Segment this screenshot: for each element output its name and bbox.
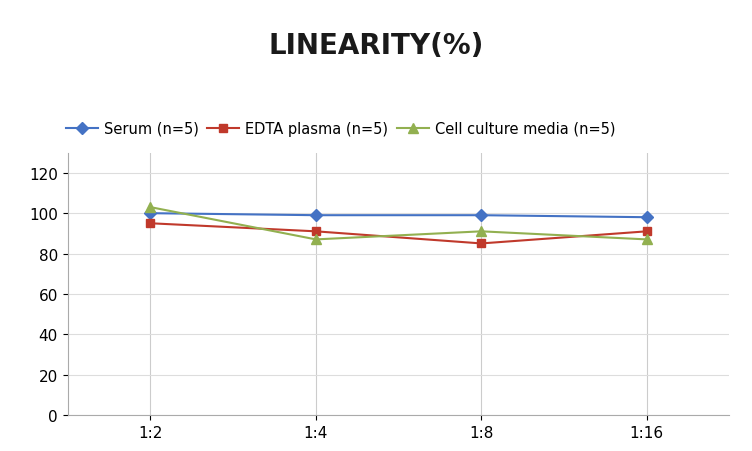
Serum (n=5)	[311, 213, 320, 218]
Serum (n=5)	[477, 213, 486, 218]
Cell culture media (n=5)	[642, 237, 651, 243]
Serum (n=5)	[146, 211, 155, 216]
Line: Serum (n=5): Serum (n=5)	[146, 210, 651, 222]
Cell culture media (n=5)	[146, 205, 155, 210]
EDTA plasma (n=5)	[146, 221, 155, 226]
Cell culture media (n=5)	[311, 237, 320, 243]
Text: LINEARITY(%): LINEARITY(%)	[268, 32, 484, 60]
Cell culture media (n=5)	[477, 229, 486, 235]
Serum (n=5)	[642, 215, 651, 221]
Line: EDTA plasma (n=5): EDTA plasma (n=5)	[146, 220, 651, 248]
EDTA plasma (n=5)	[477, 241, 486, 247]
Legend: Serum (n=5), EDTA plasma (n=5), Cell culture media (n=5): Serum (n=5), EDTA plasma (n=5), Cell cul…	[60, 115, 621, 142]
EDTA plasma (n=5)	[642, 229, 651, 235]
Line: Cell culture media (n=5): Cell culture media (n=5)	[146, 203, 651, 245]
EDTA plasma (n=5)	[311, 229, 320, 235]
